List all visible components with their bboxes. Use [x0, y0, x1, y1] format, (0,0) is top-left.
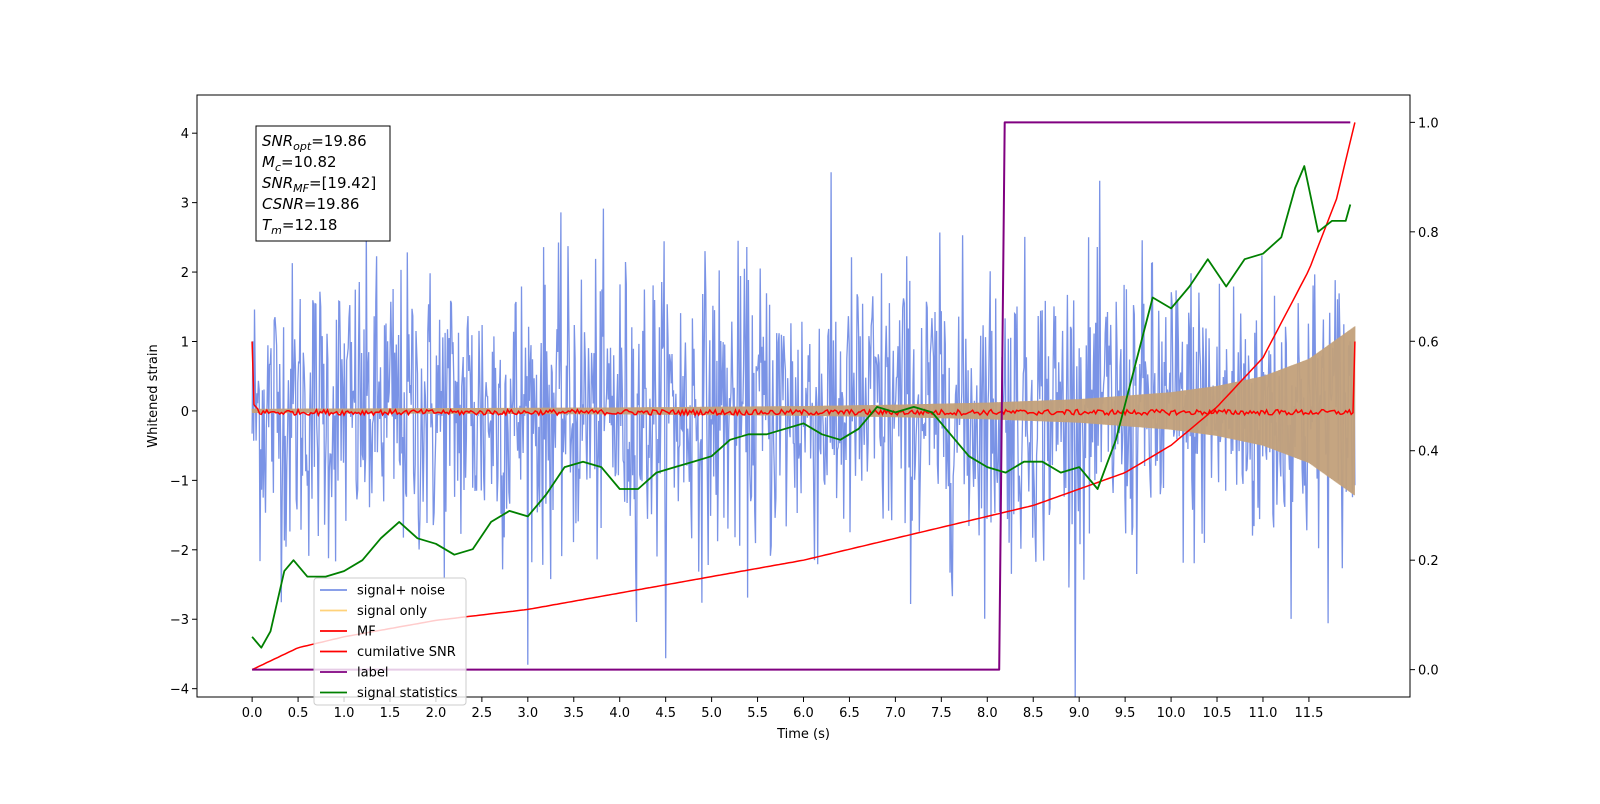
x-tick-label: 8.5 — [1023, 706, 1044, 721]
x-tick-label: 5.0 — [701, 706, 722, 721]
legend-frame — [313, 577, 467, 706]
y-tick-label: 0 — [181, 405, 189, 420]
x-tick-label: 0.5 — [288, 706, 309, 721]
x-tick-label: 7.5 — [931, 706, 952, 721]
y-tick-label: 3 — [181, 197, 189, 212]
y-tick-label: −1 — [170, 474, 189, 489]
ticks-layer: 0.0 0.5 1.0 1.5 2.0 2.5 3.0 3.5 4.0 4.5 5.0 5.5 6.0 6… — [170, 116, 1439, 721]
x-axis-title: Time (s) — [776, 727, 830, 742]
legend-label: signal statistics — [357, 686, 458, 701]
x-tick-label: 10.0 — [1157, 706, 1186, 721]
x-tick-label: 1.0 — [334, 706, 355, 721]
series-signal-statistics — [251, 165, 1352, 649]
annotation-line: CSNR=19.86 — [262, 195, 359, 213]
x-tick-label: 5.5 — [747, 706, 768, 721]
y-tick-label: 4 — [181, 127, 189, 142]
x-tick-label: 2.5 — [472, 706, 493, 721]
x-tick-label: 0.0 — [242, 706, 263, 721]
y2-tick-label: 0.4 — [1418, 445, 1439, 460]
x-tick-label: 11.0 — [1248, 706, 1277, 721]
annotation-frame — [255, 125, 391, 242]
y2-tick-label: 0.8 — [1418, 226, 1439, 241]
series-signal-only — [251, 326, 1356, 496]
y-tick-label: −3 — [170, 613, 189, 628]
y2-tick-label: 0.6 — [1418, 335, 1439, 350]
x-tick-label: 11.5 — [1294, 706, 1323, 721]
x-tick-label: 10.5 — [1203, 706, 1232, 721]
x-tick-label: 8.0 — [977, 706, 998, 721]
y-tick-label: −2 — [170, 544, 189, 559]
legend-label: label — [357, 666, 388, 681]
x-tick-label: 6.5 — [839, 706, 860, 721]
legend-label: cumilative SNR — [357, 645, 456, 660]
x-tick-label: 9.5 — [1115, 706, 1136, 721]
y2-tick-label: 0.0 — [1418, 664, 1439, 679]
x-tick-label: 2.0 — [426, 706, 447, 721]
x-tick-label: 6.0 — [793, 706, 814, 721]
y-axis-title: Whitened strain — [146, 344, 161, 447]
legend-label: signal+ noise — [357, 584, 445, 599]
x-tick-label: 9.0 — [1069, 706, 1090, 721]
y2-tick-label: 0.2 — [1418, 554, 1439, 569]
y2-tick-label: 1.0 — [1418, 116, 1439, 131]
legend-label: signal only — [357, 604, 427, 619]
series-mf — [251, 341, 1356, 418]
annotation-line: SNRMF=[19.42] — [262, 174, 376, 195]
x-tick-label: 4.0 — [609, 706, 630, 721]
legend: signal+ noise signal only MF cumilative SNR… — [313, 577, 467, 706]
annotation-box: SNRopt=19.86Mc=10.82SNRMF=[19.42]CSNR=19… — [255, 125, 391, 242]
x-tick-label: 4.5 — [655, 706, 676, 721]
annotation-line: SNRopt=19.86 — [262, 132, 367, 153]
annotation-line: Mc=10.82 — [262, 153, 337, 174]
x-tick-label: 3.5 — [563, 706, 584, 721]
series-label — [252, 121, 1351, 671]
x-tick-label: 7.0 — [885, 706, 906, 721]
annotation-line: Tm=12.18 — [262, 216, 337, 237]
x-tick-label: 3.0 — [517, 706, 538, 721]
x-tick-label: 1.5 — [380, 706, 401, 721]
y-tick-label: −4 — [170, 683, 189, 698]
y-tick-label: 1 — [181, 335, 189, 350]
y-tick-label: 2 — [181, 266, 189, 281]
legend-label: MF — [357, 625, 376, 640]
